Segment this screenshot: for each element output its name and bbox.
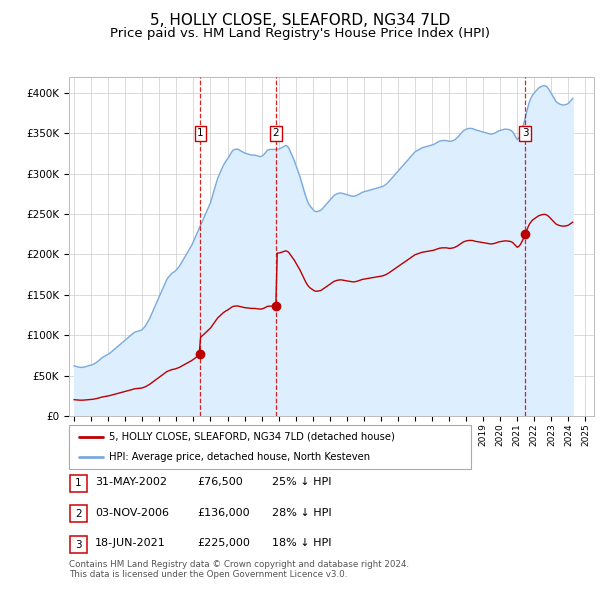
Text: 18-JUN-2021: 18-JUN-2021	[95, 539, 166, 548]
Text: 5, HOLLY CLOSE, SLEAFORD, NG34 7LD: 5, HOLLY CLOSE, SLEAFORD, NG34 7LD	[150, 13, 450, 28]
Text: Contains HM Land Registry data © Crown copyright and database right 2024.
This d: Contains HM Land Registry data © Crown c…	[69, 560, 409, 579]
Text: £76,500: £76,500	[197, 477, 242, 487]
Text: 1: 1	[75, 478, 82, 488]
Text: Price paid vs. HM Land Registry's House Price Index (HPI): Price paid vs. HM Land Registry's House …	[110, 27, 490, 40]
Text: 2: 2	[272, 128, 279, 138]
Text: 2: 2	[75, 509, 82, 519]
Text: 3: 3	[75, 540, 82, 549]
Text: 31-MAY-2002: 31-MAY-2002	[95, 477, 167, 487]
Text: 3: 3	[522, 128, 529, 138]
Text: 28% ↓ HPI: 28% ↓ HPI	[272, 508, 331, 517]
Text: 18% ↓ HPI: 18% ↓ HPI	[272, 539, 331, 548]
Text: 1: 1	[197, 128, 204, 138]
Text: £225,000: £225,000	[197, 539, 250, 548]
Text: 03-NOV-2006: 03-NOV-2006	[95, 508, 169, 517]
Text: HPI: Average price, detached house, North Kesteven: HPI: Average price, detached house, Nort…	[109, 452, 370, 462]
Text: 5, HOLLY CLOSE, SLEAFORD, NG34 7LD (detached house): 5, HOLLY CLOSE, SLEAFORD, NG34 7LD (deta…	[109, 432, 395, 442]
Text: £136,000: £136,000	[197, 508, 250, 517]
Text: 25% ↓ HPI: 25% ↓ HPI	[272, 477, 331, 487]
